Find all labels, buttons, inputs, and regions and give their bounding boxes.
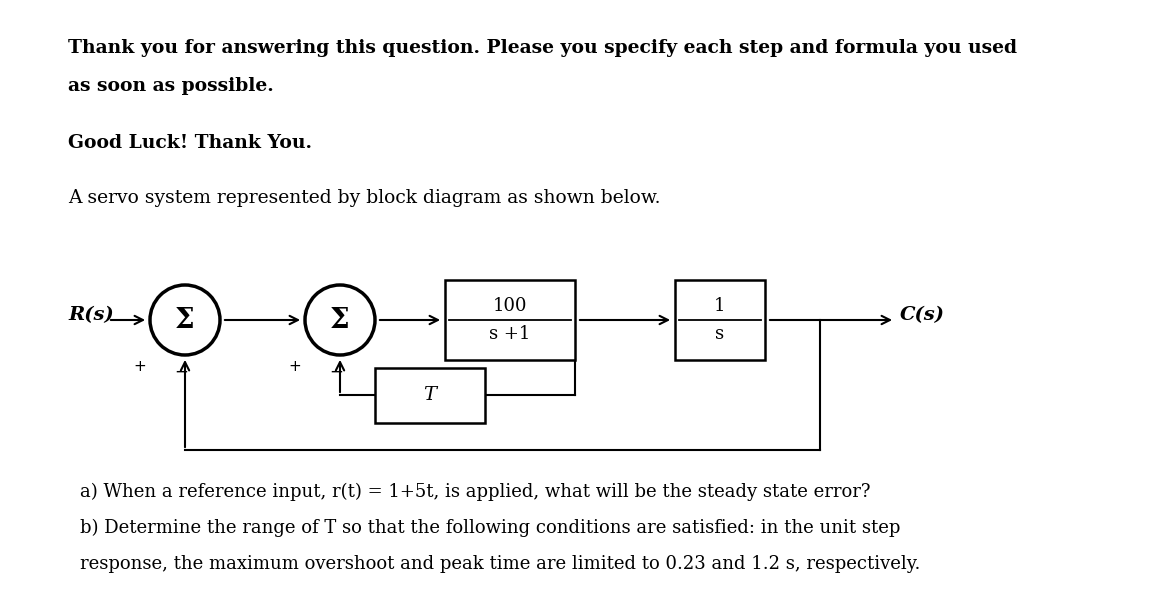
- Bar: [445, 280, 575, 360]
- Text: 100: 100: [493, 297, 527, 315]
- Text: +: +: [133, 359, 146, 374]
- Text: Σ: Σ: [175, 307, 195, 334]
- Text: s +1: s +1: [490, 325, 531, 343]
- Bar: [375, 367, 485, 423]
- Text: b) Determine the range of T so that the following conditions are satisfied: in t: b) Determine the range of T so that the …: [80, 519, 900, 537]
- Text: s: s: [716, 325, 724, 343]
- Text: response, the maximum overshoot and peak time are limited to 0.23 and 1.2 s, res: response, the maximum overshoot and peak…: [80, 555, 920, 573]
- Text: 1: 1: [715, 297, 725, 315]
- Text: −: −: [174, 363, 188, 381]
- Text: a) When a reference input, r(t) = 1+5t, is applied, what will be the steady stat: a) When a reference input, r(t) = 1+5t, …: [80, 483, 871, 501]
- Text: T: T: [423, 386, 436, 404]
- Text: −: −: [329, 363, 343, 381]
- Text: C(s): C(s): [900, 306, 944, 324]
- Text: Σ: Σ: [330, 307, 350, 334]
- Text: Thank you for answering this question. Please you specify each step and formula : Thank you for answering this question. P…: [68, 39, 1017, 57]
- Text: R(s): R(s): [68, 306, 114, 324]
- Text: Good Luck! Thank You.: Good Luck! Thank You.: [68, 134, 312, 152]
- Text: as soon as possible.: as soon as possible.: [68, 77, 274, 95]
- Text: +: +: [288, 359, 301, 374]
- Bar: [675, 280, 765, 360]
- Text: A servo system represented by block diagram as shown below.: A servo system represented by block diag…: [68, 189, 660, 207]
